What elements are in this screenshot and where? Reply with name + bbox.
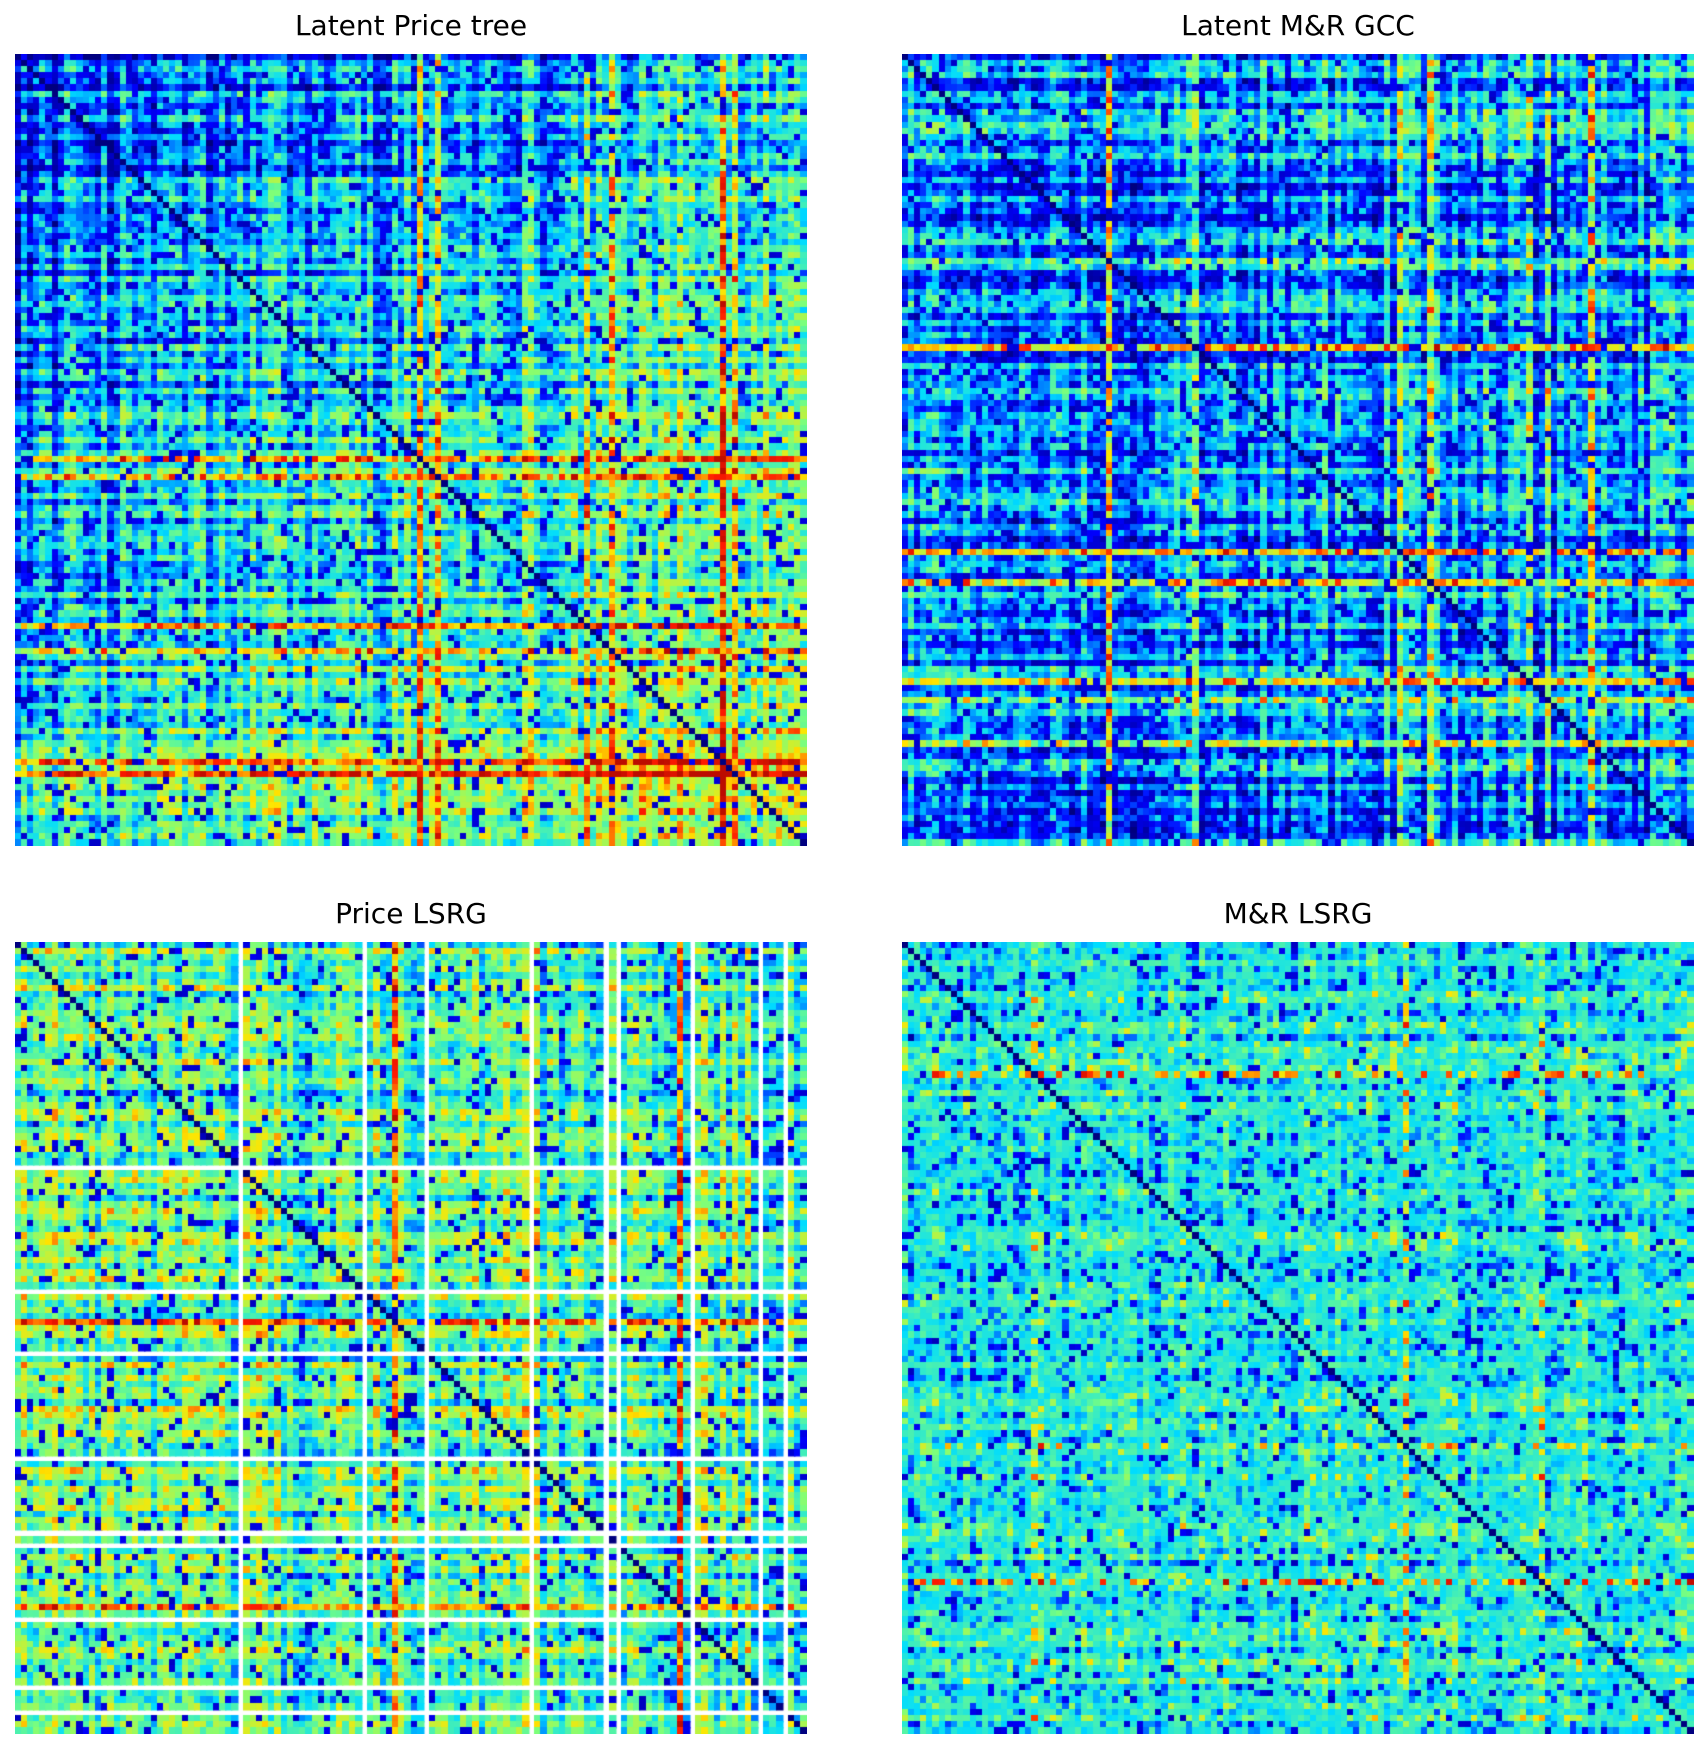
heatmap-mr-lsrg [902, 942, 1694, 1734]
heatmap-latent-mr-gcc [902, 54, 1694, 846]
chart-title: Latent M&R GCC [1181, 9, 1415, 42]
heatmap-latent-price-tree [15, 54, 807, 846]
chart-title: M&R LSRG [1223, 897, 1373, 930]
chart-title: Latent Price tree [294, 9, 528, 42]
heatmap-price-lsrg [15, 942, 807, 1734]
chart-title: Price LSRG [335, 897, 487, 930]
